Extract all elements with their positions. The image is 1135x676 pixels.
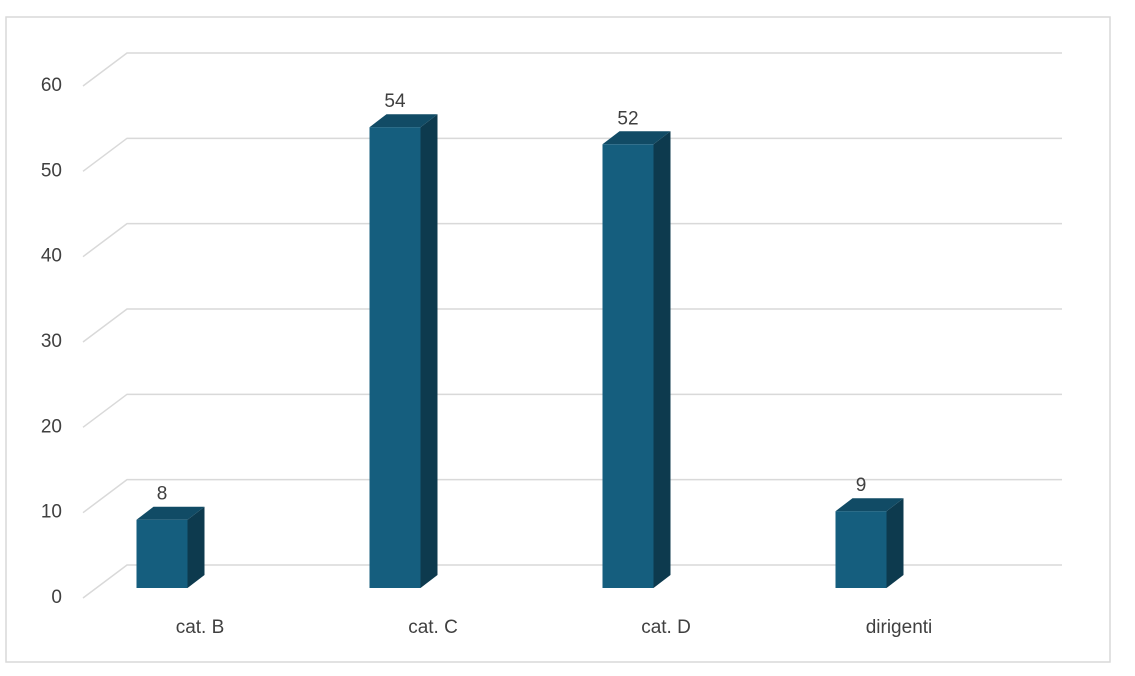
data-label: 8 — [157, 484, 168, 505]
y-tick-label: 30 — [41, 331, 62, 352]
data-label: 52 — [617, 108, 638, 129]
bar-top — [602, 131, 671, 145]
grid-line — [82, 478, 1062, 514]
grid-line — [82, 564, 1062, 599]
grid-line — [82, 137, 1062, 172]
bar-side — [886, 498, 904, 588]
bar-side — [420, 114, 438, 588]
y-tick-label: 0 — [51, 587, 62, 608]
bar — [835, 511, 887, 588]
y-tick-label: 40 — [41, 246, 62, 267]
y-tick-label: 50 — [41, 160, 62, 181]
bar-side — [187, 506, 205, 588]
y-tick-label: 60 — [41, 75, 62, 96]
bar-side — [653, 131, 671, 588]
data-label: 9 — [856, 475, 867, 496]
bar — [602, 144, 654, 588]
grid-line — [82, 308, 1062, 343]
data-label: 54 — [384, 91, 406, 112]
y-tick-label: 10 — [41, 502, 62, 523]
bar-top — [136, 506, 205, 520]
y-tick-label: 20 — [41, 416, 62, 437]
grid-line — [82, 393, 1062, 428]
x-tick-label: cat. C — [408, 617, 458, 638]
x-tick-label: dirigenti — [866, 617, 933, 638]
bar-top — [369, 114, 438, 128]
bar — [369, 127, 421, 588]
bar — [136, 519, 188, 588]
grid-line — [82, 52, 1062, 87]
x-tick-label: cat. D — [641, 617, 691, 638]
grid-line — [82, 222, 1062, 258]
bar-top — [835, 498, 904, 512]
x-tick-label: cat. B — [176, 617, 225, 638]
